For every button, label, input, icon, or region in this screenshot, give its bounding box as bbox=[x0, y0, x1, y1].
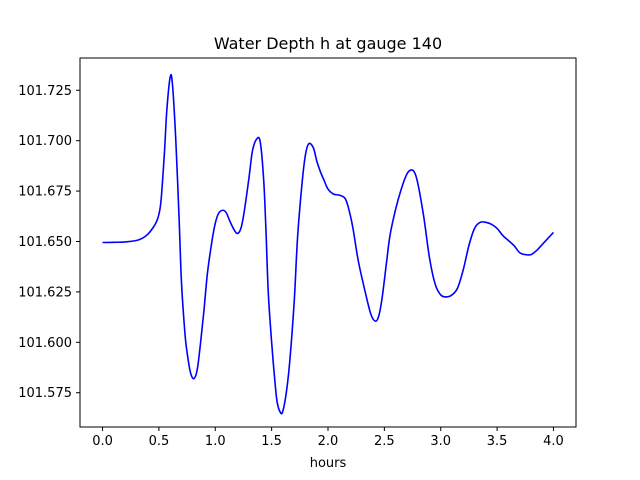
x-tick-label: 1.0 bbox=[205, 434, 226, 449]
y-tick-label: 101.675 bbox=[18, 185, 72, 200]
y-axis-ticks: 101.575 101.600 101.625 101.650 101.675 101.7… bbox=[18, 84, 80, 401]
chart-title: Water Depth h at gauge 140 bbox=[214, 34, 442, 53]
x-axis-label: hours bbox=[310, 456, 347, 471]
y-tick-label: 101.625 bbox=[18, 285, 72, 300]
y-tick-label: 101.725 bbox=[18, 84, 72, 99]
y-tick-label: 101.700 bbox=[18, 134, 72, 149]
x-tick-label: 4.0 bbox=[543, 434, 564, 449]
y-tick-label: 101.575 bbox=[18, 386, 72, 401]
x-tick-label: 0.5 bbox=[149, 434, 170, 449]
series-line-0 bbox=[102, 73, 555, 415]
x-axis-ticks: 0.0 0.5 1.0 1.5 2.0 2.5 3.0 3.5 4.0 bbox=[92, 427, 564, 449]
y-tick-label: 101.600 bbox=[18, 336, 72, 351]
x-tick-label: 3.5 bbox=[487, 434, 508, 449]
x-tick-label: 0.0 bbox=[92, 434, 113, 449]
x-tick-label: 2.0 bbox=[318, 434, 339, 449]
plot-area bbox=[102, 73, 555, 415]
plot-frame bbox=[79, 57, 577, 428]
x-tick-label: 1.5 bbox=[261, 434, 282, 449]
y-tick-label: 101.650 bbox=[18, 235, 72, 250]
x-tick-label: 3.0 bbox=[430, 434, 451, 449]
x-tick-label: 2.5 bbox=[374, 434, 395, 449]
